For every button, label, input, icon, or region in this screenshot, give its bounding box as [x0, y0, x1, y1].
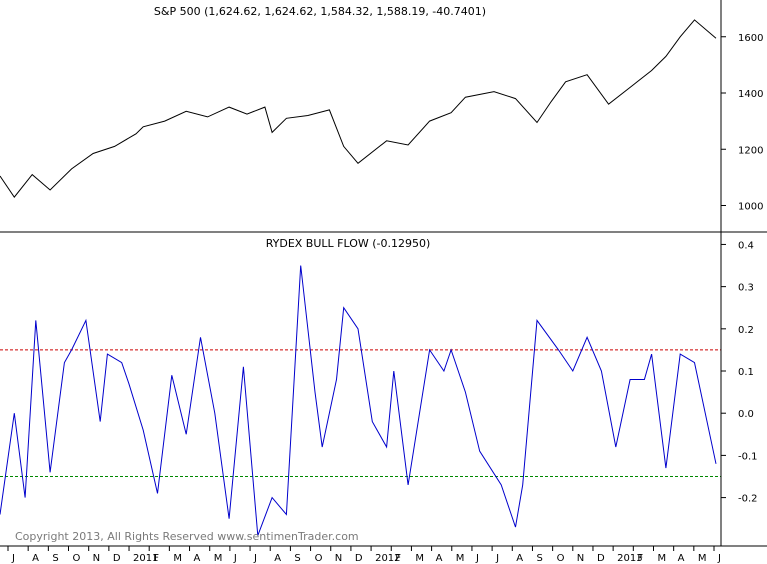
- indicator-y-tick-label: 0.3: [738, 283, 754, 294]
- x-tick-label: O: [557, 553, 565, 564]
- price-y-tick-label: 1600: [738, 33, 763, 44]
- x-tick-label: M: [698, 553, 707, 564]
- x-tick-label: S: [52, 553, 58, 564]
- x-tick-label: M: [456, 553, 465, 564]
- x-tick-label: N: [93, 553, 100, 564]
- x-tick-label: F: [395, 553, 401, 564]
- x-tick-label: J: [253, 553, 257, 564]
- x-tick-label: M: [173, 553, 182, 564]
- indicator-y-tick-label: 0.2: [738, 325, 754, 336]
- x-tick-label: M: [214, 553, 223, 564]
- x-tick-label: F: [153, 553, 159, 564]
- indicator-y-tick-label: 0.1: [738, 367, 754, 378]
- x-tick-label: A: [274, 553, 281, 564]
- x-tick-label: A: [516, 553, 523, 564]
- x-tick-label: A: [194, 553, 201, 564]
- x-tick-label: A: [678, 553, 685, 564]
- price-chart-title: S&P 500 (1,624.62, 1,624.62, 1,584.32, 1…: [154, 5, 486, 18]
- x-tick-label: N: [335, 553, 342, 564]
- price-y-tick-label: 1000: [738, 202, 763, 213]
- x-tick-label: O: [315, 553, 323, 564]
- price-series-line: [0, 19, 717, 198]
- indicator-y-tick-label: -0.2: [738, 494, 758, 505]
- price-panel: 1000 1200 1400 1600: [0, 19, 763, 213]
- x-tick-label: D: [113, 553, 121, 564]
- x-tick-label: 2012: [375, 553, 400, 564]
- x-tick-label: S: [536, 553, 542, 564]
- x-tick-label: A: [32, 553, 39, 564]
- indicator-y-tick-label: 0.4: [738, 240, 754, 251]
- indicator-y-tick-label: 0.0: [738, 409, 754, 420]
- x-tick-label: 2013: [617, 553, 642, 564]
- price-y-tick-label: 1400: [738, 89, 763, 100]
- x-tick-label: F: [637, 553, 643, 564]
- x-tick-label: J: [495, 553, 499, 564]
- x-tick-label: 2011: [133, 553, 158, 564]
- indicator-chart-title: RYDEX BULL FLOW (-0.12950): [266, 237, 431, 250]
- x-tick-label: J: [717, 553, 721, 564]
- x-tick-label: S: [294, 553, 300, 564]
- indicator-y-tick-label: -0.1: [738, 451, 758, 462]
- x-tick-label: N: [577, 553, 584, 564]
- x-tick-label: D: [597, 553, 605, 564]
- x-tick-label: J: [11, 553, 15, 564]
- x-tick-label: J: [233, 553, 237, 564]
- x-tick-label: D: [355, 553, 363, 564]
- indicator-series-line: [0, 265, 717, 536]
- x-tick-label: O: [73, 553, 81, 564]
- price-y-tick-label: 1200: [738, 145, 763, 156]
- x-tick-label: A: [436, 553, 443, 564]
- x-tick-label: M: [657, 553, 666, 564]
- x-tick-label: J: [475, 553, 479, 564]
- x-tick-label: M: [415, 553, 424, 564]
- indicator-panel: -0.2 -0.1 0.0 0.1 0.2 0.3 0.4: [0, 240, 758, 536]
- copyright-text: Copyright 2013, All Rights Reserved www.…: [15, 530, 359, 543]
